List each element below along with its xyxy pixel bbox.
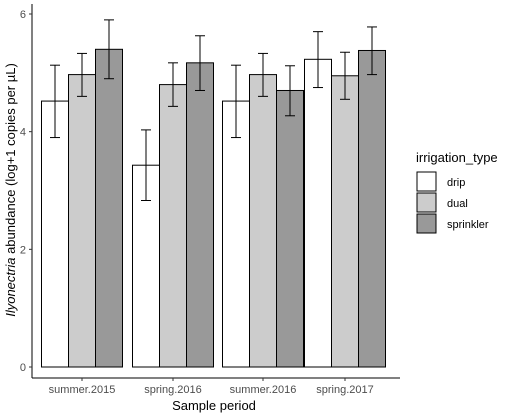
x-tick-label: summer.2016: [230, 384, 297, 396]
y-axis: 0 2 4 6: [20, 4, 33, 378]
bar-drip: [222, 100, 250, 368]
legend-key-sprinkler: [416, 213, 437, 234]
bar-sprinkler: [276, 89, 304, 368]
legend: irrigation_type drip dual sprinkler: [416, 150, 498, 234]
bar-dual: [159, 84, 187, 368]
y-tick-label: 4: [20, 127, 26, 139]
bar-sprinkler: [95, 48, 123, 368]
legend-title: irrigation_type: [416, 150, 498, 165]
x-axis: summer.2015 spring.2016 summer.2016 spring.…: [32, 377, 400, 396]
bar-dual: [68, 74, 96, 368]
legend-label-dual: dual: [447, 198, 468, 210]
bar-sprinkler: [186, 62, 214, 368]
bar-drip: [41, 100, 69, 368]
plot-area: [41, 19, 386, 368]
x-tick-label: spring.2016: [144, 384, 202, 396]
bar-drip: [304, 58, 332, 368]
legend-label-drip: drip: [447, 177, 465, 189]
y-tick-label: 6: [20, 9, 26, 21]
bar-sprinkler: [358, 49, 386, 368]
legend-label-sprinkler: sprinkler: [447, 219, 489, 231]
x-tick-label: summer.2015: [49, 384, 116, 396]
y-axis-title-italic: Ilyonectria: [3, 258, 18, 317]
bar-dual: [249, 74, 277, 368]
y-tick-label: 0: [20, 362, 26, 374]
x-tick-label: spring.2017: [316, 384, 374, 396]
legend-key-drip: [416, 171, 437, 192]
y-axis-title: Ilyonectria abundance (log+1 copies per …: [3, 63, 18, 317]
y-tick-label: 2: [20, 244, 26, 256]
bar-dual: [331, 75, 359, 368]
x-axis-title: Sample period: [172, 398, 256, 413]
y-axis-title-rest: abundance (log+1 copies per µL): [3, 63, 18, 257]
legend-key-dual: [416, 192, 437, 213]
